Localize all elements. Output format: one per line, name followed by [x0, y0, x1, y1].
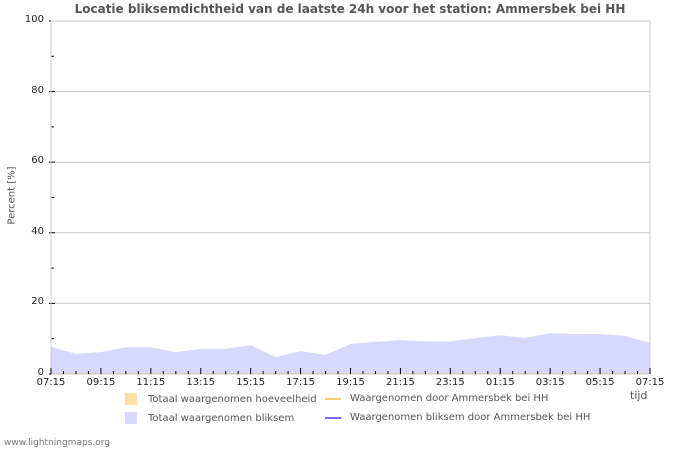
legend-label: Totaal waargenomen bliksem: [148, 412, 295, 424]
x-tick-label: 13:15: [186, 377, 216, 388]
x-axis-label: tijd: [630, 389, 648, 402]
y-tick-label: 80: [31, 84, 44, 96]
x-tick-label: 15:15: [236, 377, 266, 388]
legend-label: Waargenomen door Ammersbek bei HH: [350, 393, 549, 404]
legend-item-station-amount: Waargenomen door Ammersbek bei HH: [325, 393, 548, 404]
legend-swatch-icon: [125, 393, 137, 405]
y-tick-label: 0: [37, 367, 44, 378]
footer-link[interactable]: www.lightningmaps.org: [4, 438, 110, 448]
x-tick-label: 19:15: [336, 377, 365, 388]
x-tick-label: 23:15: [435, 377, 465, 388]
legend-line-icon: [325, 397, 341, 400]
x-tick-label: 09:15: [86, 377, 116, 388]
x-tick-label: 11:15: [136, 377, 166, 388]
y-axis-label: Percent [%]: [6, 166, 18, 225]
y-tick-label: 20: [31, 296, 44, 308]
legend-item-total-amount: Totaal waargenomen hoeveelheid: [125, 393, 317, 405]
legend-swatch-icon: [125, 412, 137, 424]
chart-title: Locatie bliksemdichtheid van de laatste …: [74, 2, 626, 16]
x-tick-label: 01:15: [485, 377, 515, 388]
x-tick-label: 07:15: [635, 377, 665, 388]
legend-label: Waargenomen bliksem door Ammersbek bei H…: [350, 412, 591, 423]
x-tick-label: 03:15: [535, 377, 565, 388]
x-tick-label: 21:15: [385, 377, 415, 388]
legend-item-station-lightning: Waargenomen bliksem door Ammersbek bei H…: [325, 412, 590, 423]
x-tick-label: 05:15: [585, 377, 615, 388]
legend-item-total-lightning: Totaal waargenomen bliksem: [125, 412, 294, 424]
y-tick-label: 100: [24, 14, 44, 25]
legend-label: Totaal waargenomen hoeveelheid: [148, 393, 317, 405]
y-tick-label: 40: [31, 225, 44, 237]
y-tick-label: 60: [31, 155, 44, 167]
legend-line-icon: [325, 416, 341, 419]
x-tick-label: 17:15: [286, 377, 315, 388]
x-tick-label: 07:15: [36, 377, 66, 388]
